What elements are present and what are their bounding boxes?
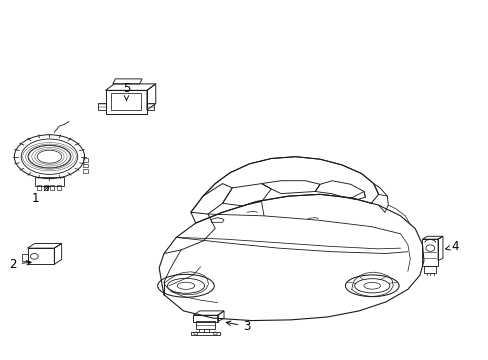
Bar xyxy=(82,158,88,162)
Bar xyxy=(37,185,41,190)
Text: 1: 1 xyxy=(32,186,49,204)
Bar xyxy=(43,185,47,190)
Bar xyxy=(35,177,64,186)
Text: 3: 3 xyxy=(226,320,250,333)
Bar xyxy=(50,185,54,190)
Bar xyxy=(82,169,88,173)
Bar xyxy=(111,93,141,110)
Bar xyxy=(57,185,61,190)
Text: 2: 2 xyxy=(9,258,31,271)
Text: 5: 5 xyxy=(122,82,130,101)
Bar xyxy=(82,164,88,167)
Text: 4: 4 xyxy=(445,240,458,253)
